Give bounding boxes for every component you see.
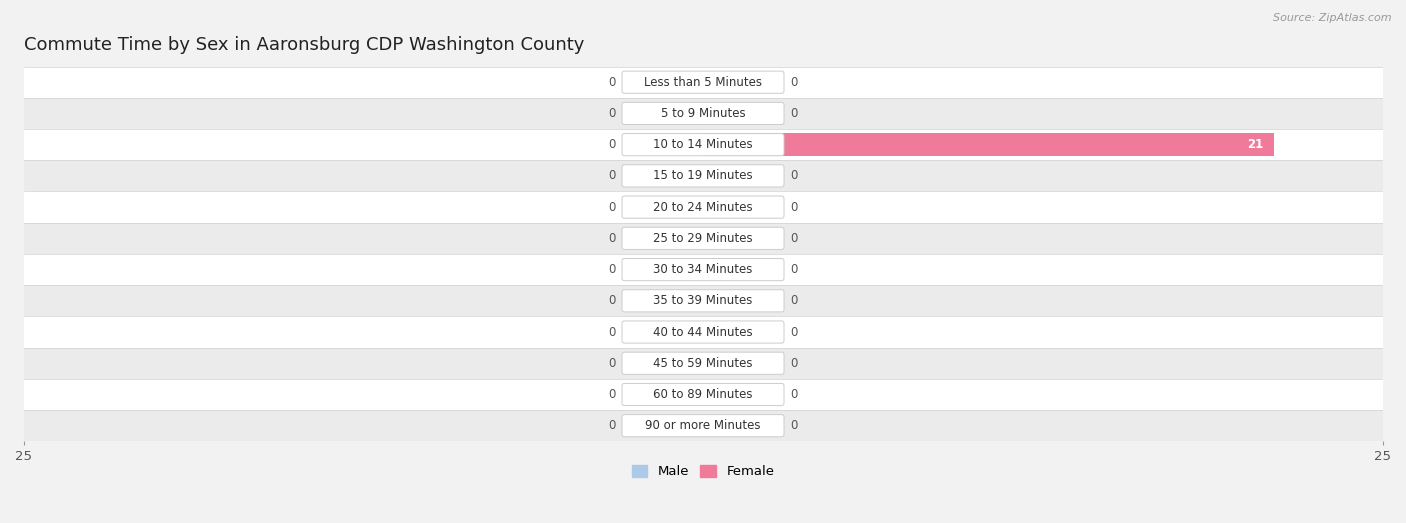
- Bar: [24, 379, 1382, 410]
- Text: 0: 0: [609, 388, 616, 401]
- Bar: [24, 98, 1382, 129]
- Text: 0: 0: [790, 357, 797, 370]
- Text: 25 to 29 Minutes: 25 to 29 Minutes: [654, 232, 752, 245]
- Text: 0: 0: [790, 263, 797, 276]
- Text: 0: 0: [790, 201, 797, 213]
- Text: 0: 0: [790, 232, 797, 245]
- Text: 0: 0: [609, 169, 616, 183]
- Text: 90 or more Minutes: 90 or more Minutes: [645, 419, 761, 432]
- Text: 0: 0: [609, 357, 616, 370]
- Text: Less than 5 Minutes: Less than 5 Minutes: [644, 76, 762, 89]
- Bar: [24, 316, 1382, 348]
- FancyBboxPatch shape: [621, 258, 785, 281]
- Text: 0: 0: [790, 294, 797, 308]
- Text: 0: 0: [609, 263, 616, 276]
- Text: 40 to 44 Minutes: 40 to 44 Minutes: [654, 325, 752, 338]
- Text: 0: 0: [790, 107, 797, 120]
- FancyBboxPatch shape: [621, 321, 785, 343]
- Bar: [24, 285, 1382, 316]
- Text: 0: 0: [609, 325, 616, 338]
- Text: 35 to 39 Minutes: 35 to 39 Minutes: [654, 294, 752, 308]
- Bar: [24, 348, 1382, 379]
- Text: Commute Time by Sex in Aaronsburg CDP Washington County: Commute Time by Sex in Aaronsburg CDP Wa…: [24, 36, 583, 54]
- Text: 0: 0: [790, 325, 797, 338]
- Bar: [24, 160, 1382, 191]
- Bar: [24, 410, 1382, 441]
- Text: 30 to 34 Minutes: 30 to 34 Minutes: [654, 263, 752, 276]
- Text: 0: 0: [609, 201, 616, 213]
- Bar: [24, 66, 1382, 98]
- Legend: Male, Female: Male, Female: [626, 460, 780, 483]
- FancyBboxPatch shape: [621, 415, 785, 437]
- Text: Source: ZipAtlas.com: Source: ZipAtlas.com: [1274, 13, 1392, 23]
- FancyBboxPatch shape: [621, 71, 785, 93]
- FancyBboxPatch shape: [621, 196, 785, 218]
- Text: 0: 0: [790, 76, 797, 89]
- FancyBboxPatch shape: [621, 133, 785, 156]
- FancyBboxPatch shape: [621, 103, 785, 124]
- Text: 0: 0: [609, 232, 616, 245]
- Text: 45 to 59 Minutes: 45 to 59 Minutes: [654, 357, 752, 370]
- Text: 20 to 24 Minutes: 20 to 24 Minutes: [654, 201, 752, 213]
- Text: 0: 0: [609, 419, 616, 432]
- Bar: [24, 191, 1382, 223]
- Text: 0: 0: [790, 419, 797, 432]
- Bar: [703, 133, 1274, 156]
- Text: 0: 0: [609, 294, 616, 308]
- Text: 15 to 19 Minutes: 15 to 19 Minutes: [654, 169, 752, 183]
- Text: 5 to 9 Minutes: 5 to 9 Minutes: [661, 107, 745, 120]
- Bar: [24, 254, 1382, 285]
- FancyBboxPatch shape: [621, 290, 785, 312]
- Text: 0: 0: [609, 138, 616, 151]
- Bar: [24, 223, 1382, 254]
- Text: 0: 0: [609, 76, 616, 89]
- Text: 0: 0: [609, 107, 616, 120]
- Text: 60 to 89 Minutes: 60 to 89 Minutes: [654, 388, 752, 401]
- Text: 0: 0: [790, 169, 797, 183]
- Text: 21: 21: [1247, 138, 1263, 151]
- FancyBboxPatch shape: [621, 383, 785, 405]
- Text: 10 to 14 Minutes: 10 to 14 Minutes: [654, 138, 752, 151]
- Text: 0: 0: [790, 388, 797, 401]
- FancyBboxPatch shape: [621, 352, 785, 374]
- Bar: [24, 129, 1382, 160]
- FancyBboxPatch shape: [621, 228, 785, 249]
- FancyBboxPatch shape: [621, 165, 785, 187]
